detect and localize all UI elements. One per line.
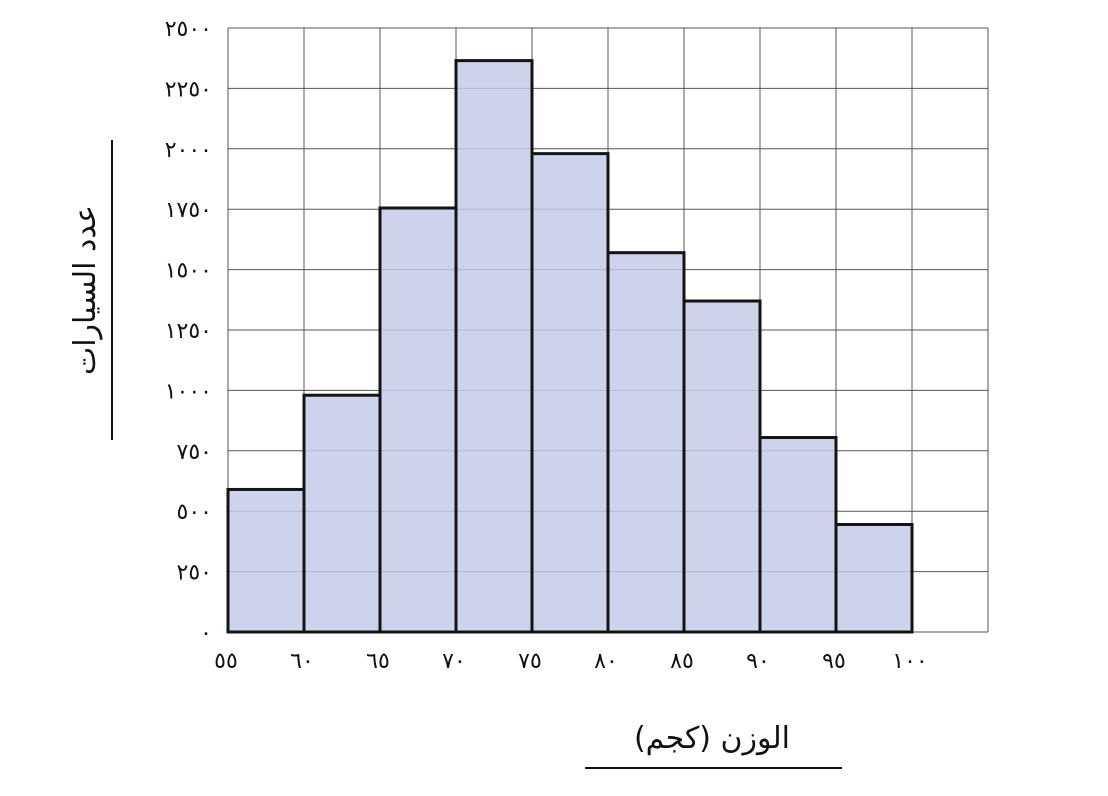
histogram-bar-3 [378, 206, 458, 634]
x-tick-label: ٩٠ [746, 649, 770, 674]
histogram-bar-6 [606, 251, 686, 634]
y-tick-label: ١٠٠٠ [165, 379, 212, 404]
histogram-bars [226, 59, 914, 634]
histogram-bar-7 [682, 299, 762, 634]
x-tick-label: ٧٥ [518, 649, 542, 674]
histogram-bar-8 [758, 436, 838, 634]
y-tick-label: ٧٥٠ [177, 440, 212, 465]
y-tick-label: ١٢٥٠ [165, 319, 212, 344]
histogram-bar-4 [454, 59, 534, 634]
y-tick-label: ٥٠٠ [177, 500, 212, 525]
x-tick-label: ٨٥ [670, 649, 694, 674]
y-tick-label: ٢٥٠٠ [165, 17, 212, 42]
x-tick-label: ٩٥ [822, 649, 846, 674]
histogram-bar-2 [302, 393, 382, 634]
x-tick-label: ٦٠ [290, 649, 314, 674]
x-tick-label: ٨٠ [594, 649, 618, 674]
histogram-bar-5 [530, 152, 610, 634]
y-tick-label: ٢٥٠ [177, 561, 212, 586]
y-tick-label: ٠ [200, 621, 212, 646]
y-tick-label: ٢٠٠٠ [165, 138, 212, 163]
x-tick-label: ٧٠ [442, 649, 466, 674]
y-tick-label: ١٥٠٠ [165, 259, 212, 284]
x-tick-label: ٥٥ [214, 649, 238, 674]
y-tick-label: ١٧٥٠ [165, 198, 212, 223]
x-tick-label: ١٠٠ [892, 649, 927, 674]
y-axis-tick-labels: ٠ ٢٥٠ ٥٠٠ ٧٥٠ ١٠٠٠ ١٢٥٠ ١٥٠٠ ١٧٥٠ ٢٠٠٠ ٢٢٥٠ ٢٥٠٠ [165, 17, 212, 646]
x-tick-label: ٦٥ [366, 649, 390, 674]
x-axis-title: الوزن (كجم) [634, 721, 790, 756]
y-axis-title-group: عدد السيارات [68, 205, 103, 375]
histogram-bar-9 [834, 522, 914, 634]
y-axis-title: عدد السيارات [68, 205, 103, 375]
x-axis-tick-labels: ٥٥ ٦٠ ٦٥ ٧٠ ٧٥ ٨٠ ٨٥ ٩٠ ٩٥ ١٠٠ [214, 649, 928, 674]
y-tick-label: ٢٢٥٠ [165, 77, 212, 102]
histogram-bar-1 [226, 487, 306, 634]
